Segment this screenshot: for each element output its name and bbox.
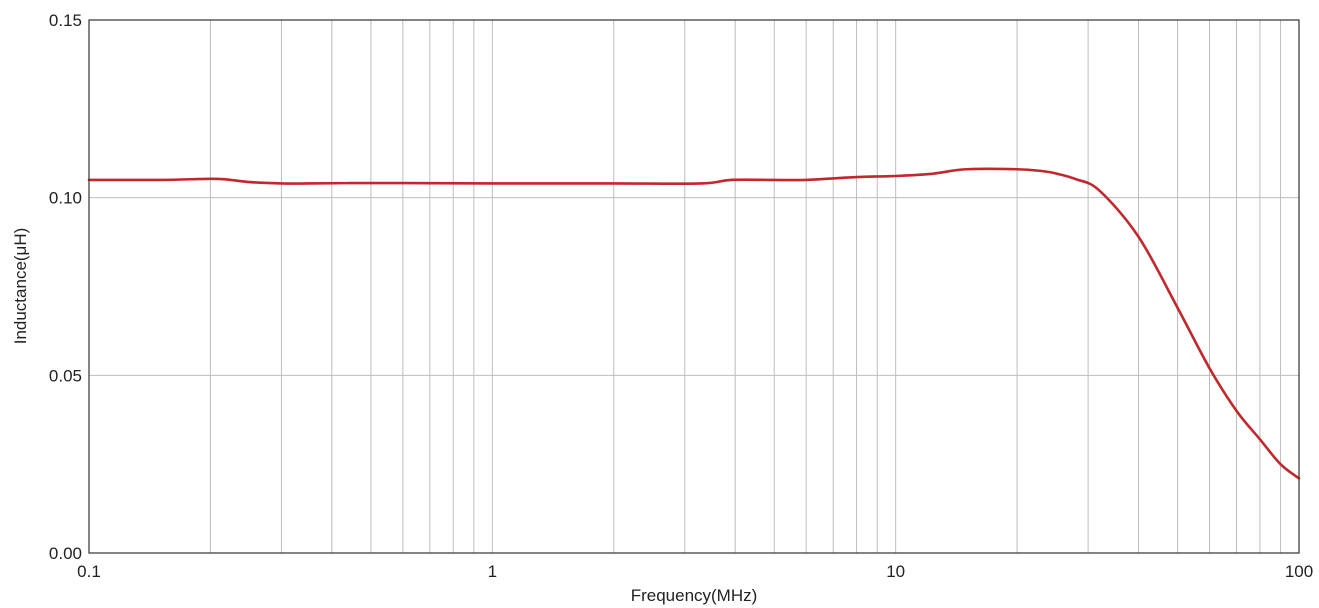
series-line-inductance bbox=[87, 167, 1301, 480]
x-tick-label: 10 bbox=[886, 562, 905, 581]
x-tick-label: 100 bbox=[1285, 562, 1313, 581]
gridlines bbox=[89, 20, 1299, 553]
y-axis-title: Inductance(μH) bbox=[11, 228, 30, 345]
x-tick-label: 1 bbox=[488, 562, 497, 581]
y-tick-label: 0.00 bbox=[49, 544, 82, 563]
x-tick-label: 0.1 bbox=[77, 562, 101, 581]
y-tick-labels: 0.00 0.05 0.10 0.15 bbox=[49, 11, 82, 563]
y-tick-label: 0.05 bbox=[49, 366, 82, 385]
plot-background bbox=[89, 20, 1299, 553]
x-axis-title: Frequency(MHz) bbox=[631, 586, 758, 605]
y-tick-label: 0.10 bbox=[49, 189, 82, 208]
plot-frame bbox=[88, 19, 1300, 554]
x-tick-labels: 0.1 1 10 100 bbox=[77, 562, 1313, 581]
y-tick-label: 0.15 bbox=[49, 11, 82, 30]
